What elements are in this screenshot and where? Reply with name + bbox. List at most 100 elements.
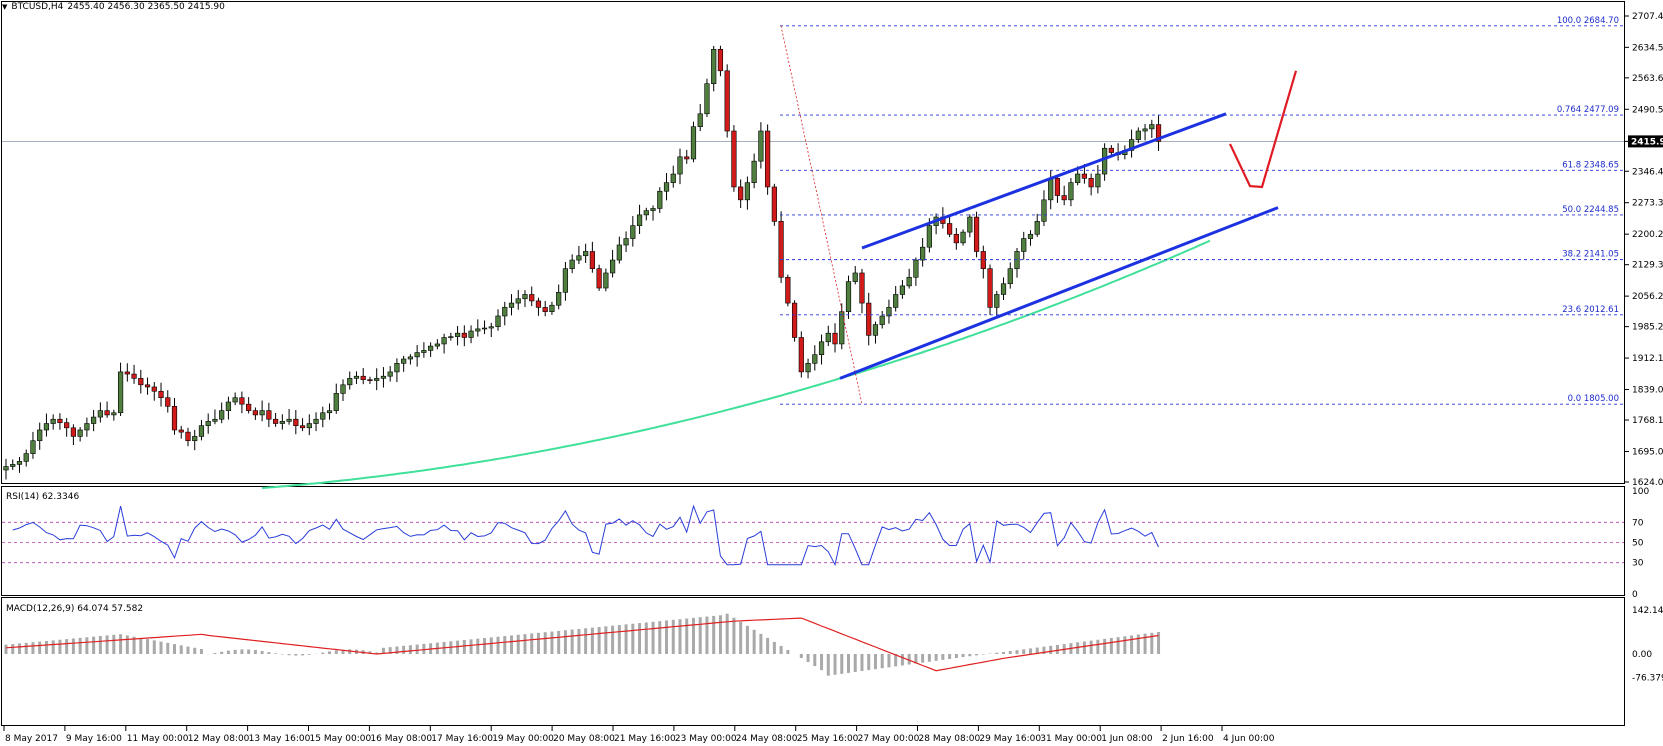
candle-body (1135, 130, 1141, 140)
candle-body (50, 418, 56, 424)
fib-level-label: 0.764 2477.09 (1557, 105, 1619, 115)
candle-body (30, 440, 36, 454)
price-tick-label: 1768.10 (1632, 416, 1663, 426)
candle-body (994, 294, 1000, 308)
candle-body (717, 48, 724, 72)
candle-body (650, 208, 656, 211)
candle-body (367, 379, 373, 381)
price-tick-label: 2563.60 (1632, 74, 1663, 84)
candle-body (333, 393, 339, 411)
candle-body (893, 294, 899, 308)
candle-body (744, 182, 750, 201)
candle-body (1021, 238, 1027, 252)
candle-body (37, 429, 43, 442)
channel-lower-line (839, 206, 1279, 380)
candle-body (77, 429, 83, 437)
time-tick-label: 11 May 00:00 (127, 734, 189, 744)
candle-body (690, 126, 697, 160)
macd-tick-label: 142.144 (1632, 606, 1663, 616)
candle-body (508, 302, 515, 308)
candle-body (1075, 173, 1081, 183)
candle-body (515, 298, 521, 304)
candle-body (872, 324, 879, 336)
candle-body (219, 410, 225, 420)
candle-body (84, 423, 90, 431)
symbol-label: BTCUSD,H4 (11, 2, 64, 12)
candle-body (643, 210, 649, 216)
time-tick-label: 28 May 08:00 (919, 734, 981, 744)
candle-body (212, 418, 218, 422)
candle-body (1095, 173, 1101, 188)
candle-body (1048, 178, 1054, 201)
candle-body (677, 156, 683, 175)
candle-body (980, 251, 986, 269)
candle-body (589, 251, 595, 269)
candle-body (946, 223, 953, 235)
time-tick-label: 31 May 00:00 (1040, 734, 1102, 744)
candle-body (711, 48, 717, 85)
candle-body (104, 410, 110, 416)
candle-body (97, 410, 103, 418)
candle-body (704, 83, 710, 115)
candle-body (670, 173, 676, 183)
candle-body (387, 371, 393, 377)
time-tick-label: 29 May 16:00 (979, 734, 1041, 744)
candle-body (16, 461, 23, 465)
candle-body (1034, 221, 1040, 235)
candle-body (259, 410, 265, 416)
candle-body (920, 246, 926, 261)
candle-body (663, 182, 670, 192)
price-tick-label: 2707.40 (1632, 12, 1663, 22)
candle-body (138, 378, 144, 386)
rsi-tick-label: 50 (1632, 539, 1644, 549)
candle-body (973, 216, 980, 252)
candle-body (374, 378, 380, 381)
macd-pane-frame (1, 597, 1625, 726)
candle-body (279, 421, 285, 424)
price-tick-label: 1839.05 (1632, 386, 1663, 396)
time-tick-label: 21 May 16:00 (614, 734, 676, 744)
price-tick-label: 2200.25 (1632, 230, 1663, 240)
candle-body (1155, 124, 1162, 142)
candle-body (1068, 182, 1074, 201)
candle-body (43, 423, 50, 431)
time-tick-label: 27 May 00:00 (858, 734, 920, 744)
time-tick-label: 8 May 2017 (5, 734, 58, 744)
time-tick-label: 25 May 16:00 (797, 734, 859, 744)
candle-body (286, 418, 292, 422)
candle-body (529, 294, 535, 302)
candle-body (724, 70, 730, 132)
candle-body (205, 421, 211, 426)
time-tick-label: 24 May 08:00 (736, 734, 798, 744)
rsi-label: RSI(14) 62.3346 (6, 492, 79, 502)
candle-body (906, 276, 912, 287)
price-tick-label: 1912.15 (1632, 354, 1663, 364)
candle-body (1041, 199, 1047, 222)
candle-body (326, 410, 333, 414)
candle-body (198, 425, 205, 437)
candle-body (576, 255, 582, 261)
current-price-badge (1628, 135, 1663, 148)
candle-body (926, 225, 932, 248)
candle-body (252, 410, 258, 416)
fib-level-label: 0.0 1805.00 (1568, 394, 1619, 404)
price-tick-label: 2273.35 (1632, 199, 1663, 209)
candle-body (266, 410, 272, 420)
rsi-pane-frame (1, 486, 1625, 596)
fib-level-label: 50.0 2244.85 (1562, 205, 1619, 215)
collapse-triangle-icon[interactable]: ▼ (2, 3, 8, 11)
moving-average-line (261, 239, 1211, 489)
candle-body (636, 214, 643, 226)
candle-body (609, 259, 616, 274)
candle-body (158, 390, 164, 399)
candle-body (144, 384, 151, 388)
candle-body (64, 422, 70, 429)
fib-level-label: 38.2 2141.05 (1562, 250, 1619, 260)
rsi-tick-label: 0 (1632, 590, 1638, 600)
candle-body (293, 418, 299, 426)
current-price-label: 2415.90 (1631, 137, 1663, 147)
macd-label: MACD(12,26,9) 64.074 57.582 (6, 604, 143, 614)
candle-body (549, 304, 555, 312)
candle-body (57, 418, 63, 423)
